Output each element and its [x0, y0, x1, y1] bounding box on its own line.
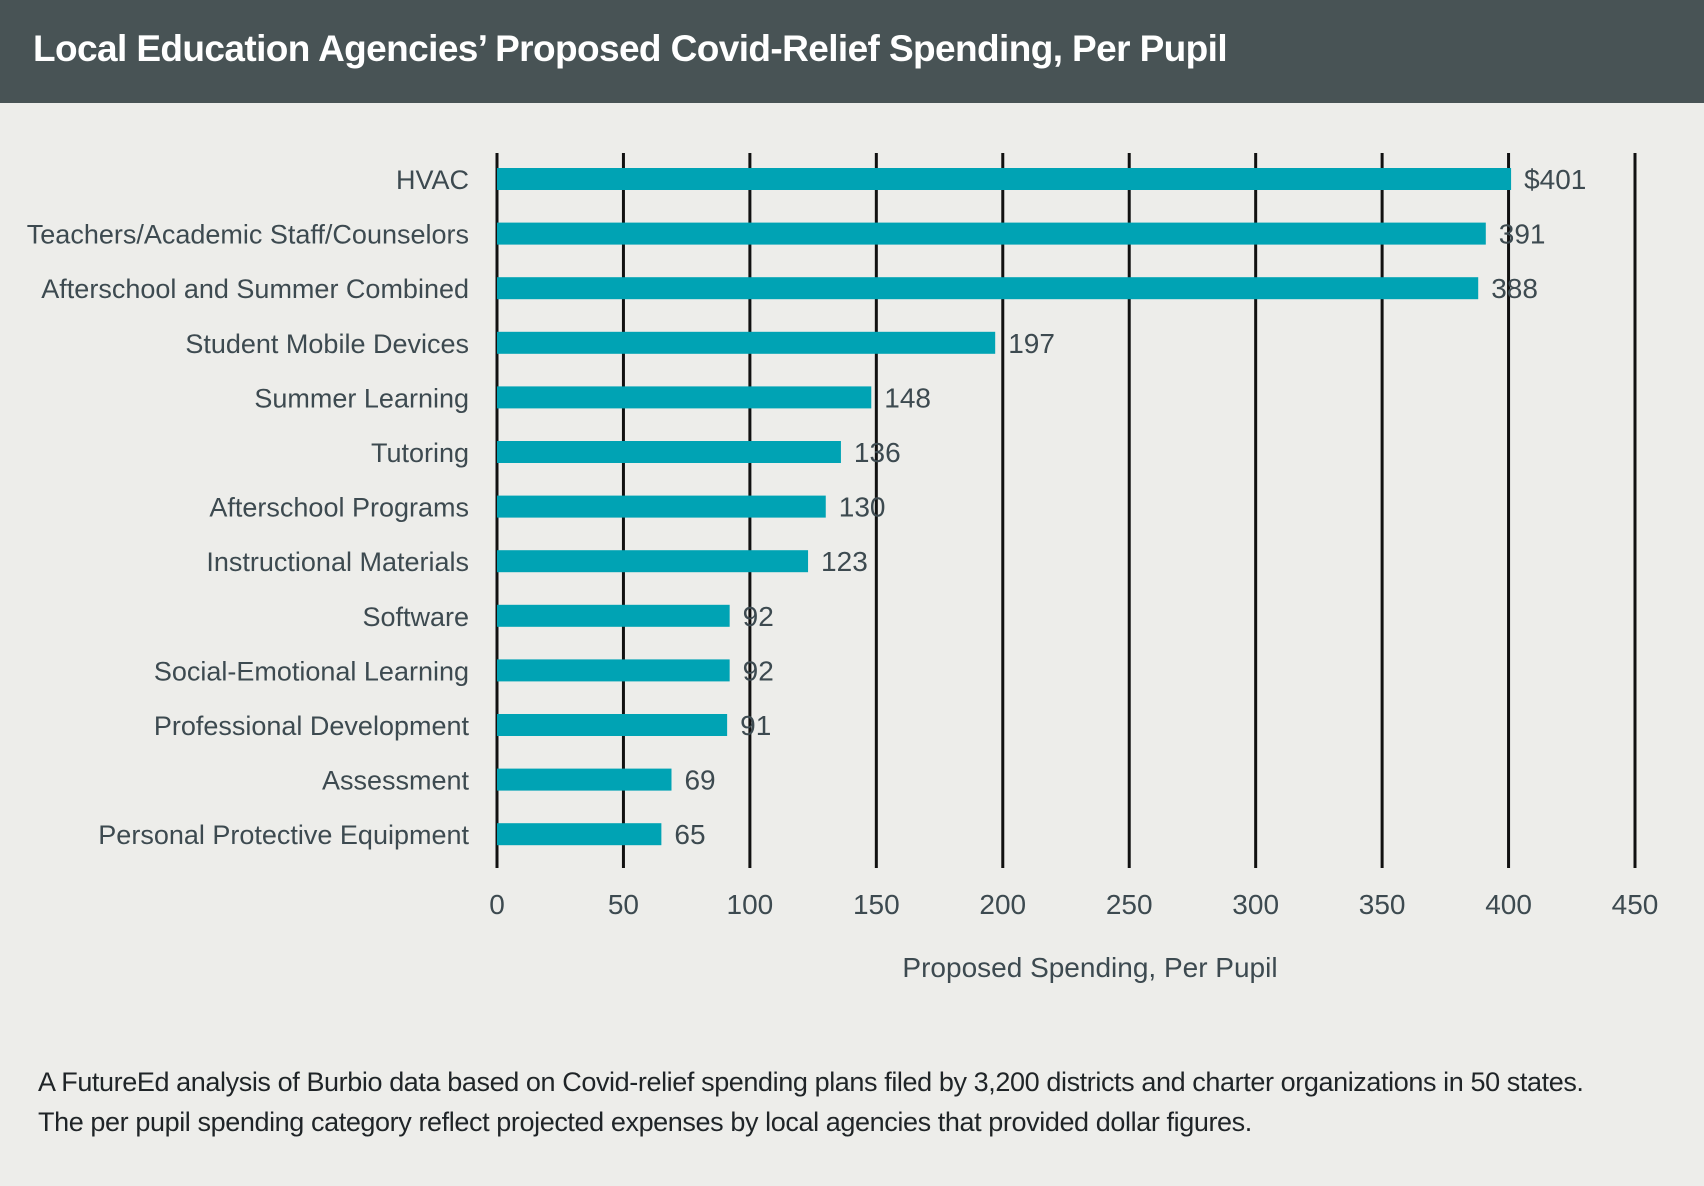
value-label-3: 197	[1008, 328, 1055, 359]
value-label-10: 91	[740, 710, 771, 741]
x-tick-label-400: 400	[1485, 889, 1532, 920]
footnote-line-1: A FutureEd analysis of Burbio data based…	[38, 1067, 1584, 1097]
bar-10	[497, 714, 728, 736]
bar-0	[497, 168, 1512, 190]
category-label-0: HVAC	[396, 165, 469, 195]
x-tick-label-150: 150	[853, 889, 900, 920]
category-label-9: Social-Emotional Learning	[154, 656, 469, 686]
category-label-2: Afterschool and Summer Combined	[41, 274, 469, 304]
value-label-0: $401	[1524, 164, 1586, 195]
bars	[497, 168, 1512, 846]
x-tick-label-350: 350	[1359, 889, 1406, 920]
value-label-4: 148	[884, 382, 931, 413]
value-label-7: 123	[821, 546, 868, 577]
category-label-6: Afterschool Programs	[209, 493, 469, 523]
bar-6	[497, 495, 826, 518]
bar-2	[497, 277, 1479, 300]
bar-8	[497, 604, 730, 627]
value-label-8: 92	[743, 601, 774, 632]
value-label-12: 65	[674, 819, 705, 850]
footnote-line-2: The per pupil spending category reflect …	[38, 1107, 1252, 1137]
category-label-4: Summer Learning	[254, 383, 469, 413]
chart-header: Local Education Agencies’ Proposed Covid…	[0, 0, 1704, 103]
x-tick-label-250: 250	[1106, 889, 1153, 920]
category-label-3: Student Mobile Devices	[185, 329, 469, 359]
bar-7	[497, 550, 809, 573]
category-label-7: Instructional Materials	[206, 547, 469, 577]
category-label-11: Assessment	[322, 766, 470, 796]
category-labels: HVAC Teachers/Academic Staff/Counselors Af…	[27, 165, 470, 850]
grid-lines	[495, 153, 1637, 868]
value-label-6: 130	[839, 492, 886, 523]
value-label-5: 136	[854, 437, 901, 468]
x-tick-label-100: 100	[727, 889, 774, 920]
category-label-10: Professional Development	[154, 711, 470, 741]
x-tick-labels: 0 50 100 150 200 250 300 350 400 450	[489, 889, 1658, 920]
bar-4	[497, 386, 872, 409]
value-labels: $401 391 388 197 148 136 130 123 92 92 91 69 65	[674, 164, 1586, 850]
category-label-1: Teachers/Academic Staff/Counselors	[27, 220, 469, 250]
value-label-1: 391	[1499, 219, 1546, 250]
bar-9	[497, 659, 730, 682]
bar-5	[497, 441, 841, 463]
bar-12	[497, 823, 662, 846]
bar-11	[497, 768, 672, 791]
chart-title: Local Education Agencies’ Proposed Covid…	[33, 28, 1228, 69]
x-tick-label-300: 300	[1232, 889, 1279, 920]
x-axis-title: Proposed Spending, Per Pupil	[902, 952, 1277, 983]
bar-1	[497, 222, 1486, 245]
bar-chart: HVAC Teachers/Academic Staff/Counselors Af…	[27, 153, 1658, 983]
value-label-11: 69	[684, 765, 715, 796]
x-tick-label-0: 0	[489, 889, 505, 920]
x-tick-label-200: 200	[979, 889, 1026, 920]
value-label-9: 92	[743, 655, 774, 686]
category-label-5: Tutoring	[371, 438, 469, 468]
bar-3	[497, 331, 996, 354]
x-tick-label-50: 50	[608, 889, 639, 920]
value-label-2: 388	[1491, 273, 1538, 304]
category-label-8: Software	[362, 602, 469, 632]
category-label-12: Personal Protective Equipment	[98, 820, 469, 850]
x-tick-label-450: 450	[1612, 889, 1659, 920]
footnote: A FutureEd analysis of Burbio data based…	[38, 1062, 1678, 1142]
